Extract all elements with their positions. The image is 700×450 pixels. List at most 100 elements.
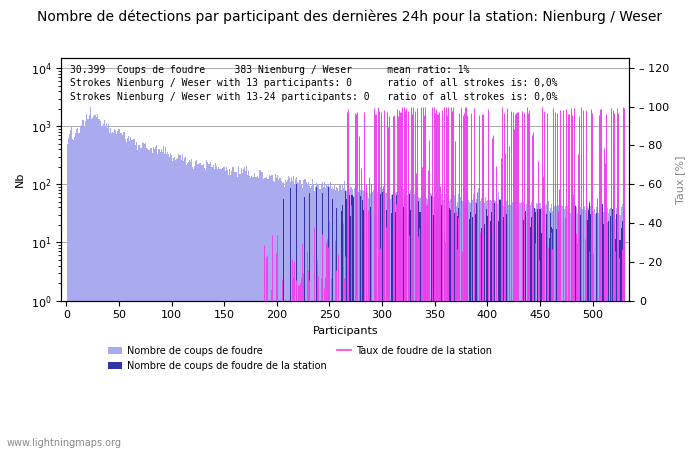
Bar — [398, 202, 400, 450]
Bar — [382, 189, 383, 450]
Bar — [230, 175, 231, 450]
Bar — [218, 167, 220, 450]
Bar — [620, 207, 622, 450]
Bar — [267, 179, 268, 450]
Bar — [387, 217, 388, 450]
Bar — [409, 194, 410, 450]
Bar — [601, 204, 603, 450]
Bar — [128, 136, 129, 450]
Bar — [71, 126, 72, 450]
Bar — [296, 184, 297, 450]
Bar — [457, 216, 458, 450]
Bar — [454, 213, 455, 450]
Bar — [513, 202, 514, 450]
Bar — [396, 195, 398, 450]
Bar — [454, 194, 455, 450]
Bar — [573, 206, 574, 450]
Bar — [387, 191, 388, 450]
Bar — [534, 208, 536, 450]
Bar — [425, 198, 426, 450]
Bar — [595, 214, 596, 450]
Bar — [527, 202, 528, 450]
Bar — [390, 199, 391, 450]
Bar — [87, 119, 88, 450]
Bar — [572, 212, 573, 450]
Bar — [340, 190, 342, 450]
Bar — [166, 154, 167, 450]
Bar — [170, 153, 171, 450]
Bar — [502, 226, 503, 450]
Bar — [542, 204, 544, 450]
Bar — [310, 189, 311, 450]
Bar — [605, 212, 606, 450]
Bar — [559, 204, 561, 450]
Bar — [472, 200, 473, 450]
Bar — [127, 138, 128, 450]
Bar — [504, 205, 505, 450]
Bar — [404, 194, 405, 450]
Bar — [314, 191, 315, 450]
Bar — [458, 208, 459, 450]
Bar — [346, 191, 347, 450]
Bar — [440, 194, 442, 450]
Bar — [506, 214, 507, 450]
Bar — [389, 198, 390, 450]
Bar — [67, 144, 68, 450]
Bar — [279, 178, 281, 450]
Bar — [389, 188, 390, 450]
Bar — [308, 182, 309, 450]
Bar — [618, 206, 620, 450]
Bar — [283, 182, 284, 450]
Bar — [122, 132, 124, 450]
Bar — [476, 203, 477, 450]
Bar — [207, 162, 208, 450]
Bar — [120, 133, 122, 450]
Bar — [124, 132, 125, 450]
Bar — [511, 221, 512, 450]
Bar — [494, 200, 496, 450]
Bar — [435, 197, 436, 450]
Bar — [375, 217, 377, 450]
Bar — [449, 201, 450, 450]
Bar — [68, 138, 69, 450]
Bar — [340, 212, 342, 450]
Bar — [254, 173, 256, 450]
Bar — [440, 205, 442, 450]
Bar — [547, 236, 548, 450]
Bar — [289, 178, 290, 450]
Bar — [366, 187, 367, 450]
Bar — [288, 176, 289, 450]
Bar — [85, 121, 86, 450]
Bar — [248, 171, 249, 450]
Bar — [592, 204, 593, 450]
Bar — [155, 147, 156, 450]
Bar — [250, 178, 251, 450]
Bar — [102, 126, 103, 450]
Bar — [597, 208, 598, 450]
Bar — [244, 167, 245, 450]
Bar — [190, 162, 191, 450]
Bar — [407, 194, 408, 450]
Bar — [139, 148, 141, 450]
Bar — [372, 192, 373, 450]
Bar — [209, 164, 210, 450]
Bar — [227, 171, 228, 450]
Bar — [108, 125, 109, 450]
Bar — [284, 187, 285, 450]
Bar — [323, 182, 325, 450]
Bar — [615, 239, 616, 450]
Bar — [352, 194, 354, 450]
Bar — [345, 191, 346, 450]
Bar — [556, 229, 557, 450]
Bar — [178, 154, 179, 450]
Bar — [408, 197, 409, 450]
Bar — [589, 201, 590, 450]
Bar — [549, 211, 550, 450]
Bar — [542, 206, 543, 450]
Bar — [465, 203, 466, 450]
Bar — [491, 201, 492, 450]
Bar — [505, 208, 506, 450]
Bar — [370, 207, 371, 450]
Bar — [107, 128, 108, 450]
Bar — [620, 228, 622, 450]
